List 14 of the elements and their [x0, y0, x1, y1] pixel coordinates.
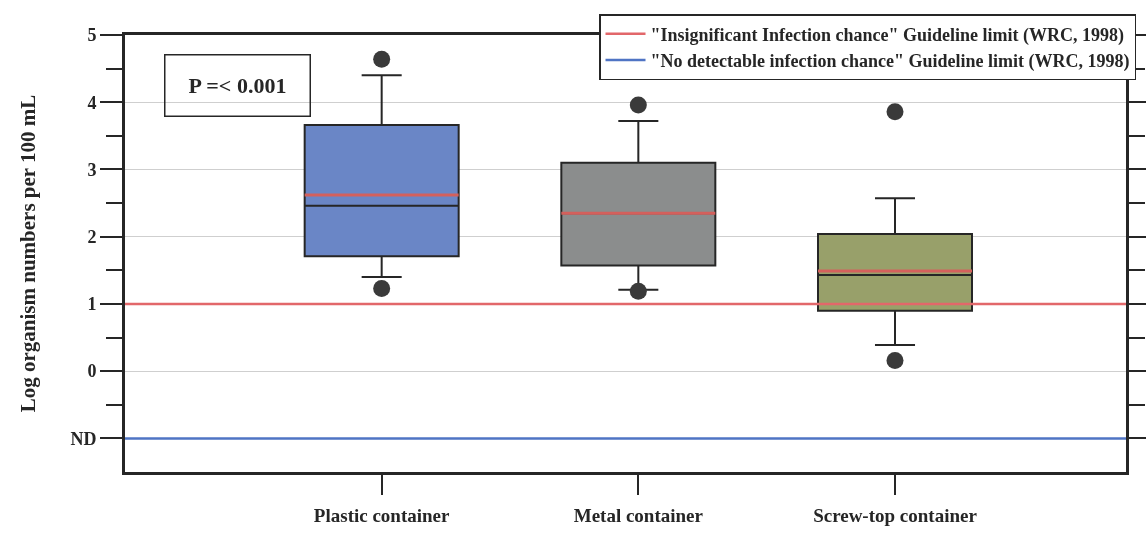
x-tick-label: Metal container	[573, 504, 704, 526]
y-tick-label: 5	[87, 25, 97, 46]
y-tick-label: 1	[87, 294, 97, 315]
x-tick-label: Plastic container	[313, 504, 451, 526]
y-axis-title: Log organism numbers per 100 mL	[15, 94, 40, 413]
y-tick-label: 2	[87, 226, 97, 247]
y-tick-label: 0	[87, 361, 97, 382]
legend-label: "No detectable infection chance" Guideline limit (WRC, 1998)	[650, 51, 1130, 73]
y-tick-label: ND	[70, 428, 97, 449]
annotation: P =< 0.001	[188, 73, 287, 98]
y-tick-label: 4	[87, 92, 97, 113]
y-tick-label: 3	[87, 159, 97, 180]
x-tick-label: Screw-top container	[813, 504, 978, 526]
legend-label: "Insignificant Infection chance" Guideline limit (WRC, 1998)	[650, 24, 1124, 46]
